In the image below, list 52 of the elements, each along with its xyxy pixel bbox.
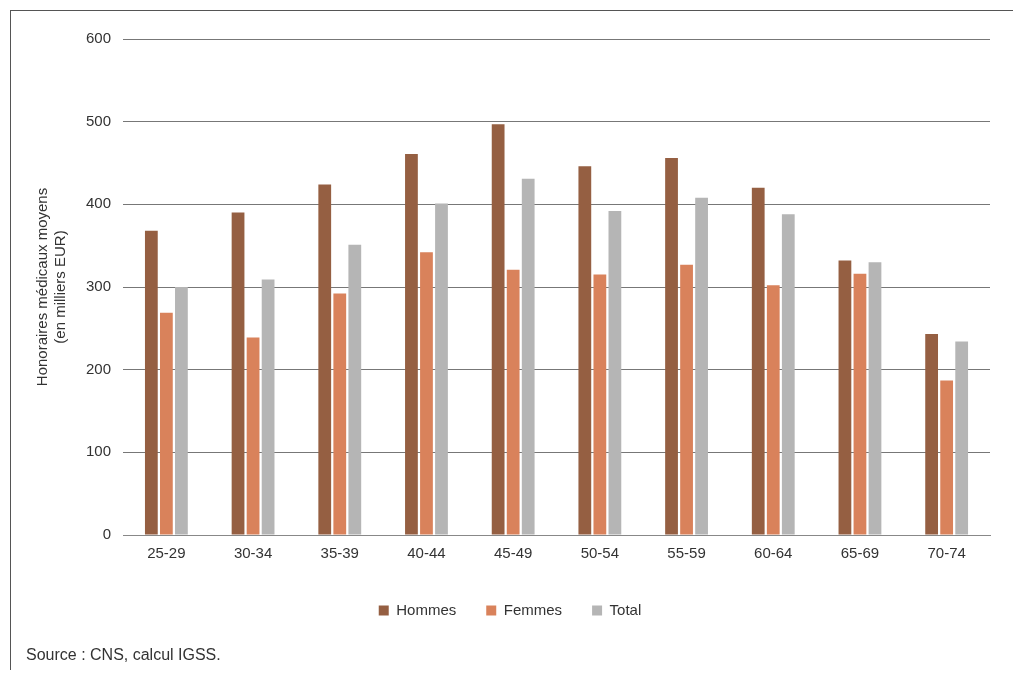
bar [680, 264, 693, 535]
bar [405, 153, 418, 535]
y-tick-label: 0 [102, 525, 112, 543]
x-tick-label: 30-34 [233, 544, 273, 562]
bar [420, 252, 433, 535]
bar [348, 244, 362, 535]
bar [868, 262, 882, 535]
y-tick-label: 200 [86, 359, 112, 377]
bar [318, 184, 332, 535]
bar [955, 341, 969, 535]
bar [838, 260, 852, 535]
y-tick-label: 300 [86, 277, 112, 295]
bar [491, 124, 505, 535]
bar [608, 210, 622, 535]
bar [261, 279, 275, 535]
y-tick-label: 500 [86, 111, 112, 129]
bar [231, 212, 245, 535]
x-tick-label: 60-64 [754, 544, 793, 562]
bar [578, 166, 592, 535]
x-tick-label: 50-54 [580, 544, 620, 562]
x-tick-label: 25-29 [147, 544, 186, 562]
bar [853, 273, 867, 535]
x-tick-label: 40-44 [407, 544, 446, 562]
bar [159, 312, 173, 535]
bar [521, 178, 535, 535]
y-axis-title: Honoraires médicaux moyens (en milliers EUR) [33, 187, 69, 387]
source-note: Source : CNS, calcul IGSS. [26, 646, 221, 664]
bar [766, 285, 780, 535]
bar [144, 230, 158, 535]
bar [665, 158, 678, 535]
bar [435, 203, 448, 535]
x-tick-label: 45-49 [493, 544, 533, 562]
legend-label: Total [609, 600, 642, 618]
bar [333, 293, 347, 535]
legend-label: Hommes [396, 600, 457, 618]
x-tick-label: 35-39 [320, 544, 359, 562]
x-tick-label: 65-69 [840, 544, 880, 562]
bar [781, 214, 795, 535]
bar [506, 269, 520, 535]
bar [246, 337, 260, 535]
bar [695, 197, 708, 535]
x-tick-label: 70-74 [927, 544, 966, 562]
bar [175, 287, 188, 535]
y-tick-label: 100 [86, 442, 112, 460]
y-tick-label: 400 [86, 194, 112, 212]
legend-label: Femmes [503, 600, 563, 618]
bar [593, 274, 607, 535]
x-tick-label: 55-59 [667, 544, 706, 562]
bar [925, 334, 939, 535]
bar [751, 187, 765, 535]
bar [940, 380, 954, 535]
y-tick-label: 600 [86, 29, 112, 47]
